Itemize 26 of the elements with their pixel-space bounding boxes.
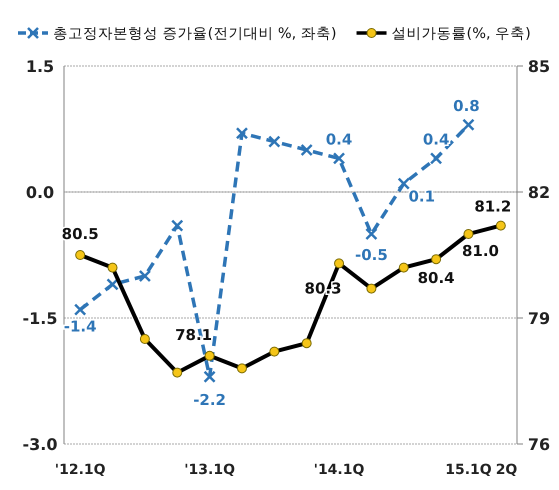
legend-label: 총고정자본형성 증가율(전기대비 %, 좌축) bbox=[53, 26, 337, 42]
x-tick-label: 2Q bbox=[496, 462, 518, 478]
data-label: 81.0 bbox=[462, 242, 499, 260]
data-label: -0.5 bbox=[354, 246, 388, 264]
y2-tick-label: 79 bbox=[528, 309, 550, 328]
data-label: -1.4 bbox=[64, 318, 97, 336]
y-tick-label: 1.5 bbox=[26, 57, 54, 76]
y2-tick-label: 76 bbox=[528, 435, 550, 454]
data-label: -2.2 bbox=[193, 390, 226, 409]
data-label: 0.1 bbox=[408, 188, 436, 206]
data-label: 0.4 bbox=[326, 130, 352, 148]
data-label: 0.4 bbox=[422, 130, 450, 148]
y-tick-label: -1.5 bbox=[22, 309, 58, 328]
x-tick-label: '13.1Q bbox=[184, 462, 236, 478]
y2-tick-label: 85 bbox=[528, 57, 550, 76]
y-tick-label: 0.0 bbox=[26, 183, 54, 202]
x-tick-label: '12.1Q bbox=[54, 462, 106, 478]
y-tick-label: -3.0 bbox=[22, 435, 58, 454]
y2-tick-label: 82 bbox=[528, 183, 550, 202]
data-label: 81.2 bbox=[474, 198, 512, 216]
data-label: 0.8 bbox=[453, 96, 480, 115]
x-tick-label: 15.1Q bbox=[445, 462, 492, 478]
data-label: 80.4 bbox=[418, 269, 455, 288]
data-label: 80.5 bbox=[62, 225, 99, 243]
legend-label: 설비가동률(%, 우축) bbox=[392, 26, 531, 42]
x-tick-label: '14.1Q bbox=[314, 462, 364, 478]
